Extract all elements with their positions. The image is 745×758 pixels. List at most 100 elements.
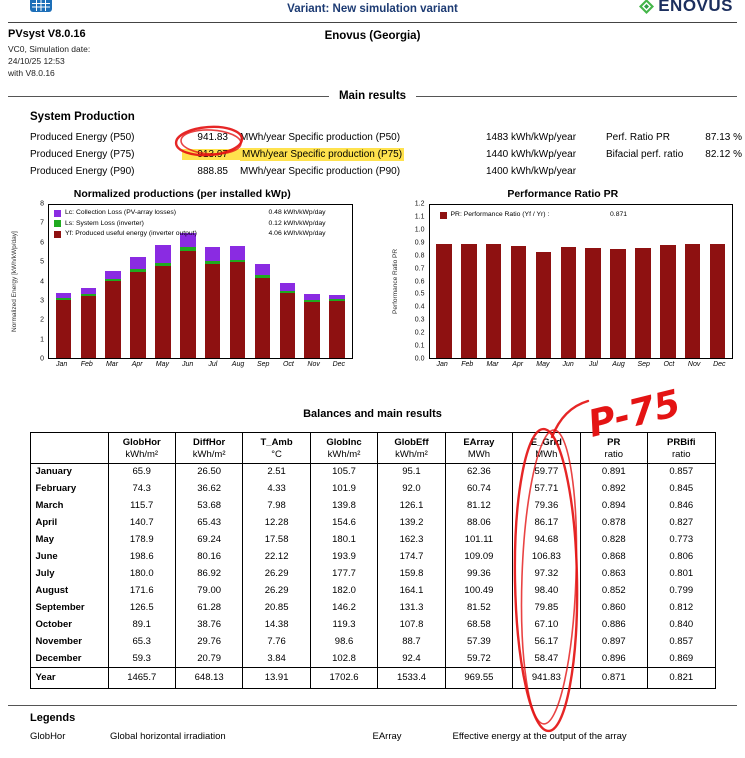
cell: 14.38 bbox=[242, 616, 311, 633]
plot-area: PR: Performance Ratio (Yf / Yr) :0.871 bbox=[428, 204, 733, 359]
bar bbox=[660, 205, 676, 358]
sp-desc: MWh/year Specific production (P50) bbox=[240, 132, 401, 143]
x-tick-label: Sep bbox=[256, 361, 270, 368]
row-label: June bbox=[29, 548, 109, 565]
app-version: PVsyst V8.0.16 bbox=[8, 28, 86, 40]
bar bbox=[436, 205, 452, 358]
section-title-main-results: Main results bbox=[338, 90, 407, 102]
cell: 0.871 bbox=[579, 667, 649, 688]
cell: 38.76 bbox=[174, 616, 244, 633]
legend-definition: Effective energy at the output of the ar… bbox=[452, 730, 627, 742]
cell: 0.868 bbox=[579, 548, 649, 565]
column-unit: °C bbox=[242, 448, 311, 463]
normalized-productions-chart: Normalized productions (per installed kW… bbox=[11, 188, 353, 368]
bar bbox=[560, 205, 577, 358]
y-tick-label: 6 bbox=[40, 239, 44, 247]
bar bbox=[55, 205, 72, 358]
cell: 171.6 bbox=[107, 582, 176, 599]
cell: 59.72 bbox=[444, 650, 514, 667]
x-tick-label: Jan bbox=[55, 361, 68, 368]
cell: 26.29 bbox=[242, 582, 311, 599]
column-header: DiffHor bbox=[174, 432, 244, 449]
cell: 102.8 bbox=[309, 650, 379, 667]
cell: 0.801 bbox=[647, 565, 716, 582]
cell: 0.840 bbox=[647, 616, 716, 633]
table-row: July 180.0 86.92 26.29 177.7 159.8 99.36 97.32 0… bbox=[29, 565, 716, 582]
total-row: Year 1465.7 648.13 13.91 1702.6 1533.4 969.55 9… bbox=[29, 667, 716, 688]
cell: 164.1 bbox=[377, 582, 446, 599]
cell: 20.79 bbox=[174, 650, 244, 667]
cell: 126.1 bbox=[377, 497, 446, 514]
cell: 53.68 bbox=[174, 497, 244, 514]
cell: 22.12 bbox=[242, 548, 311, 565]
charts-row: Normalized productions (per installed kW… bbox=[11, 188, 733, 368]
cell: 81.12 bbox=[444, 497, 514, 514]
cell: 74.3 bbox=[107, 480, 176, 497]
sp-specific: 1440 kWh/kWp/year bbox=[486, 149, 577, 160]
y-tick-label: 3 bbox=[40, 297, 44, 305]
sp-value: 888.85 bbox=[197, 166, 228, 177]
chart-title: Performance Ratio PR bbox=[507, 188, 619, 200]
x-tick-label: Apr bbox=[131, 361, 143, 368]
x-tick-label: Nov bbox=[307, 361, 320, 368]
cell: 0.799 bbox=[647, 582, 716, 599]
cell: 106.83 bbox=[512, 548, 581, 565]
bar bbox=[510, 205, 527, 358]
row-label: December bbox=[29, 650, 109, 667]
cell: 59.3 bbox=[107, 650, 176, 667]
row-label: August bbox=[29, 582, 109, 599]
cell: 119.3 bbox=[309, 616, 379, 633]
x-tick-label: May bbox=[536, 361, 550, 368]
bar bbox=[709, 205, 726, 358]
cell: 140.7 bbox=[107, 514, 176, 531]
bar bbox=[304, 205, 320, 358]
column-header: T_Amb bbox=[242, 432, 311, 449]
cell: 12.28 bbox=[242, 514, 311, 531]
sp-value: 913.97 bbox=[182, 149, 240, 160]
bar bbox=[329, 205, 345, 358]
cell: 177.7 bbox=[309, 565, 379, 582]
cell: 86.17 bbox=[512, 514, 581, 531]
y-tick-label: 0.5 bbox=[414, 290, 425, 298]
legend-swatch-icon bbox=[54, 230, 61, 238]
sp-desc: MWh/year Specific production (P90) bbox=[240, 166, 401, 177]
y-tick-label: 0.4 bbox=[414, 303, 425, 311]
legend-entry: EArray Effective energy at the output of… bbox=[373, 731, 716, 742]
enovus-logo: ENOVUS bbox=[639, 0, 733, 16]
cell: 174.7 bbox=[377, 548, 446, 565]
cell: 139.8 bbox=[309, 497, 379, 514]
cell: 81.52 bbox=[444, 599, 514, 616]
cell: 0.878 bbox=[579, 514, 649, 531]
cell: 62.36 bbox=[444, 463, 514, 480]
cell: 68.58 bbox=[444, 616, 514, 633]
cell: 80.16 bbox=[174, 548, 244, 565]
row-label: May bbox=[29, 531, 109, 548]
y-tick-label: 1.0 bbox=[414, 226, 425, 234]
bar bbox=[229, 205, 246, 358]
table-row: June 198.6 80.16 22.12 193.9 174.7 109.09 106.8… bbox=[29, 548, 716, 565]
cell: 60.74 bbox=[444, 480, 514, 497]
cell: 94.68 bbox=[512, 531, 581, 548]
legend-swatch-icon bbox=[54, 209, 61, 217]
cell: 69.24 bbox=[174, 531, 244, 548]
x-tick-label: Mar bbox=[105, 361, 119, 368]
cell: 941.83 bbox=[512, 667, 581, 688]
cell: 65.3 bbox=[107, 633, 176, 650]
cell: 36.62 bbox=[174, 480, 244, 497]
sp-specific: 1483 kWh/kWp/year bbox=[486, 132, 577, 143]
cell: 20.85 bbox=[242, 599, 311, 616]
cell: 61.28 bbox=[174, 599, 244, 616]
column-header: GlobHor bbox=[107, 432, 176, 449]
column-header: GlobInc bbox=[309, 432, 379, 449]
y-tick-label: 1 bbox=[40, 336, 44, 344]
cell: 0.852 bbox=[579, 582, 649, 599]
legend-item: Lc: Collection Loss (PV-array losses) 0.4… bbox=[54, 208, 347, 219]
legends-title: Legends bbox=[30, 711, 76, 724]
bar bbox=[535, 205, 552, 358]
cell: 107.8 bbox=[377, 616, 446, 633]
cell: 97.32 bbox=[512, 565, 581, 582]
cell: 56.17 bbox=[512, 633, 581, 650]
x-tick-label: Nov bbox=[687, 361, 701, 368]
table-row: March 115.7 53.68 7.98 139.8 126.1 81.12 79.36 0… bbox=[29, 497, 716, 514]
